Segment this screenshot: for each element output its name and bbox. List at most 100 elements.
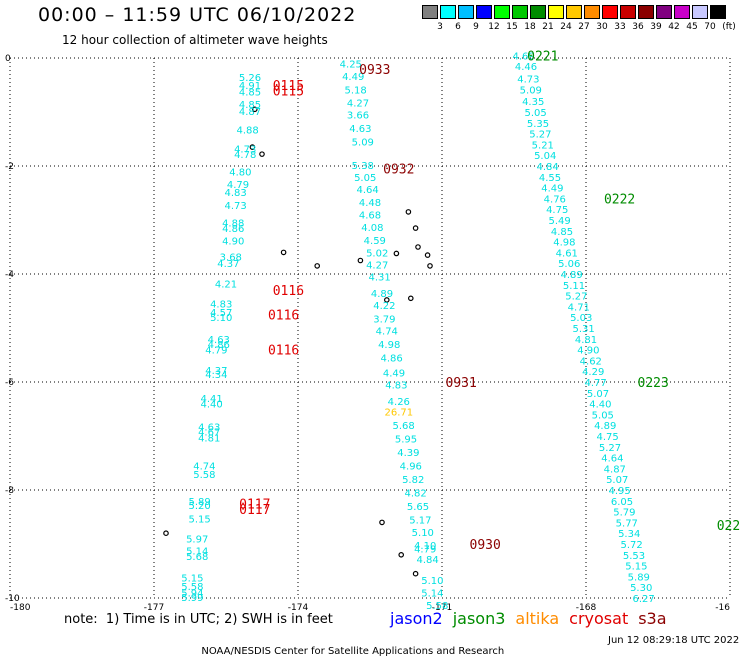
color-scale-label: 12 <box>488 22 500 32</box>
island-marker <box>427 263 433 269</box>
island-marker <box>412 570 419 577</box>
color-scale-label: 36 <box>632 22 644 32</box>
pass-time-label: 0117 <box>239 498 270 513</box>
swh-value: 4.74 <box>376 327 398 338</box>
swh-value: 4.61 <box>556 248 578 259</box>
color-scale-swatch <box>656 5 672 19</box>
island-marker <box>314 263 321 269</box>
swh-value: 5.11 <box>563 281 585 292</box>
color-scale-swatch <box>530 5 546 19</box>
island-marker <box>393 250 400 257</box>
swh-value: 4.86 <box>222 224 244 235</box>
swh-value: 4.49 <box>383 368 405 379</box>
swh-value: 5.15 <box>188 515 210 526</box>
map-grid <box>9 57 731 599</box>
swh-value: 5.31 <box>572 324 594 335</box>
swh-value: 4.76 <box>544 194 566 205</box>
swh-value: 5.35 <box>527 119 549 130</box>
swh-value: 4.79 <box>205 346 227 357</box>
swh-value: 5.72 <box>620 540 642 551</box>
swh-value: 5.14 <box>186 546 208 557</box>
swh-value: 26.71 <box>384 408 413 419</box>
swh-value: 5.07 <box>587 389 609 400</box>
swh-value: 4.84 <box>416 555 438 566</box>
swh-value: 4.49 <box>342 72 364 83</box>
color-scale-label: 3 <box>437 22 443 32</box>
island-marker <box>357 257 364 264</box>
swh-value: 4.25 <box>340 59 362 70</box>
legend-s3a: s3a <box>638 609 667 628</box>
island-marker <box>379 519 385 526</box>
swh-value: 4.10 <box>414 541 436 552</box>
pass-time-label: 0932 <box>383 163 414 178</box>
swh-value: 4.62 <box>580 356 602 367</box>
swh-value: 5.89 <box>188 497 210 508</box>
swh-value: 4.08 <box>361 223 383 234</box>
swh-value: 4.49 <box>541 184 563 195</box>
swh-value: 4.31 <box>368 273 390 284</box>
island-outlines <box>163 106 433 577</box>
swh-value: 4.46 <box>515 62 537 73</box>
island-marker <box>252 106 258 113</box>
swh-value: 4.48 <box>359 198 381 209</box>
swh-value: 5.27 <box>599 443 621 454</box>
color-scale-swatch <box>566 5 582 19</box>
island-marker <box>249 144 256 150</box>
swh-value: 5.77 <box>616 518 638 529</box>
legend-jason2: jason2 <box>390 609 443 628</box>
y-tick-label: -2 <box>5 162 14 172</box>
color-scale-label: 18 <box>524 22 536 32</box>
swh-value: 4.22 <box>373 301 395 312</box>
swh-value: 4.96 <box>400 462 422 473</box>
swh-value: 5.95 <box>395 435 417 446</box>
swh-value: 4.82 <box>404 489 426 500</box>
swh-value: 4.40 <box>589 400 611 411</box>
swh-value: 5.14 <box>421 589 443 600</box>
page-title: 00:00 – 11:59 UTC 06/10/2022 <box>38 4 357 26</box>
island-marker <box>398 551 405 558</box>
swh-value: 4.35 <box>522 97 544 108</box>
swh-value: 5.89 <box>628 572 650 583</box>
footnote: note: 1) Time is in UTC; 2) SWH is in fe… <box>64 612 333 627</box>
color-scale-swatch <box>494 5 510 19</box>
swh-value: 5.53 <box>623 551 645 562</box>
pass-time-label: 0224 <box>717 519 740 534</box>
swh-value: 5.20 <box>188 501 210 512</box>
color-scale-unit: (ft) <box>722 22 736 32</box>
color-scale-label: 21 <box>542 22 554 32</box>
color-scale-swatch <box>458 5 474 19</box>
y-tick-label: 0 <box>5 54 11 64</box>
swh-value: 5.65 <box>407 502 429 513</box>
island-marker <box>415 244 421 250</box>
swh-value: 4.90 <box>577 346 599 357</box>
swh-value: 4.59 <box>364 236 386 247</box>
x-tick-label: -174 <box>288 603 309 613</box>
swh-value: 4.95 <box>608 486 630 497</box>
island-marker <box>424 252 431 258</box>
swh-value: 4.85 <box>239 100 261 111</box>
swh-value: 4.86 <box>208 340 230 351</box>
color-scale-label: 30 <box>596 22 608 32</box>
swh-value: 4.34 <box>205 370 227 381</box>
swh-value: 4.41 <box>200 394 222 405</box>
swh-value: 5.97 <box>186 535 208 546</box>
swh-value: 4.87 <box>604 464 626 475</box>
x-tick-label: -177 <box>144 603 164 613</box>
swh-value: 4.88 <box>222 219 244 230</box>
color-scale-label: 45 <box>686 22 698 32</box>
footer: NOAA/NESDIS Center for Satellite Applica… <box>195 635 739 668</box>
pass-time-label: 0930 <box>470 538 501 553</box>
swh-value: 5.05 <box>354 173 376 184</box>
swh-value: 3.68 <box>220 253 242 264</box>
swh-value: 4.75 <box>546 205 568 216</box>
footer-date: Jun 12 08:29:18 UTC 2022 <box>608 635 740 646</box>
swh-value: 4.87 <box>239 107 261 118</box>
swh-value: 4.71 <box>568 302 590 313</box>
swh-value: 5.09 <box>352 138 374 149</box>
color-scale-swatch <box>692 5 708 19</box>
swh-value: 4.89 <box>371 289 393 300</box>
color-scale-swatch <box>674 5 690 19</box>
swh-value: 4.90 <box>222 237 244 248</box>
island-marker <box>383 297 390 303</box>
